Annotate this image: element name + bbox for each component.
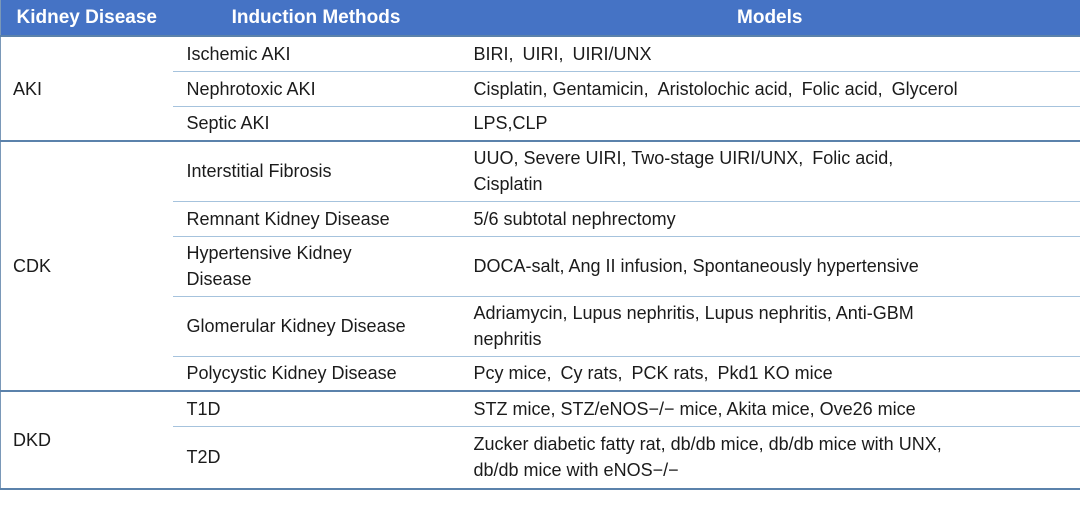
models-cell: Zucker diabetic fatty rat, db/db mice, d… [459,425,1080,489]
induction-method-cell: Nephrotoxic AKI [172,70,460,106]
disease-group-aki: AKI [0,35,173,141]
table-row: Polycystic Kidney Disease Pcy mice, Cy r… [1,355,1080,391]
models-cell: BIRI, UIRI, UIRI/UNX [459,35,1080,71]
table-row: CDK Interstitial Fibrosis UUO, Severe UI… [0,140,1080,391]
induction-method-cell: Interstitial Fibrosis [172,140,460,201]
table-row: DKD T1D STZ mice, STZ/eNOS−/− mice, Akit… [0,390,1080,489]
induction-method-cell: T1D [172,390,460,426]
induction-method-cell: Hypertensive Kidney Disease [172,235,460,296]
column-header-models: Models [459,0,1080,36]
disease-group-dkd: DKD [0,390,173,489]
table-row: Glomerular Kidney Disease Adriamycin, Lu… [1,295,1080,356]
kidney-disease-models-table: Kidney Disease Induction Methods Models … [0,0,1080,490]
column-header-kidney-disease: Kidney Disease [0,0,173,36]
column-header-induction-methods: Induction Methods [172,0,460,36]
models-cell: 5/6 subtotal nephrectomy [459,200,1080,236]
models-cell: Pcy mice, Cy rats, PCK rats, Pkd1 KO mic… [459,355,1080,391]
table-row: AKI Ischemic AKI BIRI, UIRI, UIRI/UNX [0,35,1080,141]
induction-method-cell: T2D [172,425,460,489]
models-cell: LPS,CLP [459,105,1080,141]
induction-method-cell: Remnant Kidney Disease [172,200,460,236]
induction-method-cell: Septic AKI [172,105,460,141]
induction-method-cell: Polycystic Kidney Disease [172,355,460,391]
table-row: Nephrotoxic AKI Cisplatin, Gentamicin, A… [1,70,1080,106]
disease-group-cdk: CDK [0,140,173,391]
models-cell: Cisplatin, Gentamicin, Aristolochic acid… [459,70,1080,106]
table-row: T2D Zucker diabetic fatty rat, db/db mic… [1,425,1080,489]
induction-method-cell: Ischemic AKI [172,35,460,71]
models-cell: Adriamycin, Lupus nephritis, Lupus nephr… [459,295,1080,356]
table-row: Remnant Kidney Disease 5/6 subtotal neph… [1,200,1080,236]
models-cell: STZ mice, STZ/eNOS−/− mice, Akita mice, … [459,390,1080,426]
table-row: Hypertensive Kidney Disease DOCA-salt, A… [1,235,1080,296]
models-cell: DOCA-salt, Ang II infusion, Spontaneousl… [459,235,1080,296]
table-row: Septic AKI LPS,CLP [1,105,1080,141]
induction-method-cell: Glomerular Kidney Disease [172,295,460,356]
models-cell: UUO, Severe UIRI, Two-stage UIRI/UNX, Fo… [459,140,1080,201]
header-row: Kidney Disease Induction Methods Models [0,0,1080,36]
